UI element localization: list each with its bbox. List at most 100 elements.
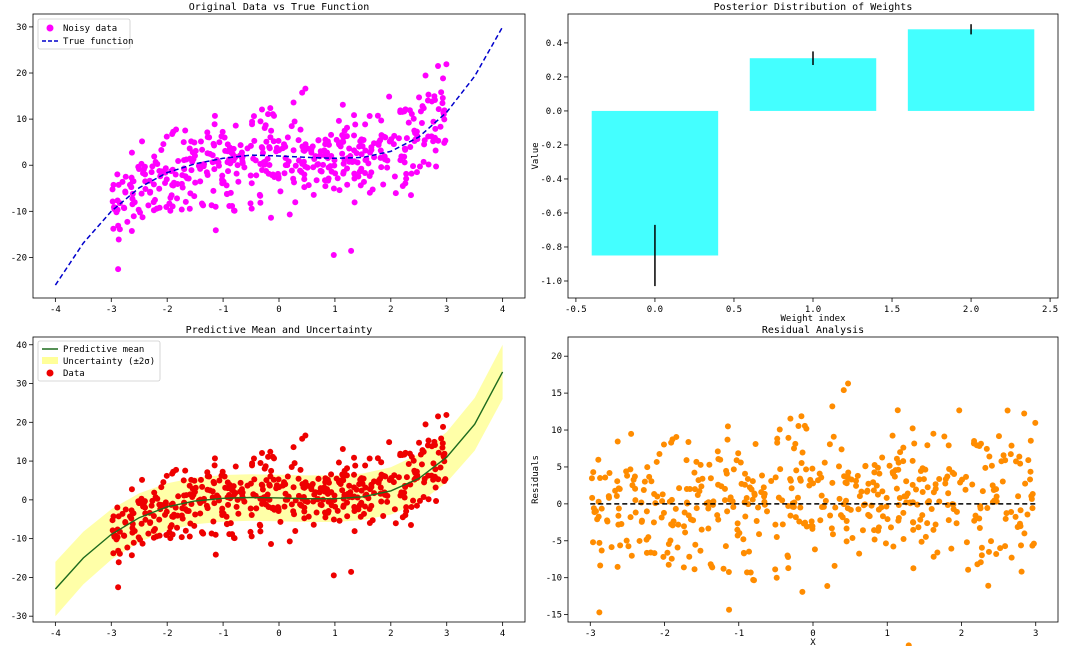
residual-point bbox=[715, 456, 722, 463]
data-point bbox=[281, 141, 288, 148]
data-point bbox=[211, 480, 218, 487]
data-point bbox=[322, 479, 329, 486]
data-point bbox=[151, 489, 158, 496]
x-tick-label: -3 bbox=[106, 305, 117, 315]
data-point bbox=[315, 137, 322, 144]
residual-point bbox=[768, 478, 775, 485]
residual-point bbox=[853, 477, 860, 484]
x-tick-label: 1.5 bbox=[884, 305, 900, 315]
residual-point bbox=[590, 469, 597, 476]
residual-point bbox=[865, 480, 872, 487]
data-point bbox=[284, 162, 291, 169]
residual-point bbox=[615, 505, 622, 512]
data-point bbox=[179, 505, 186, 512]
residual-point bbox=[588, 475, 595, 482]
y-tick-label: 0 bbox=[22, 496, 27, 506]
data-point bbox=[302, 481, 309, 488]
y-tick-label: 40 bbox=[16, 341, 27, 351]
data-point bbox=[267, 448, 274, 455]
residual-point bbox=[720, 565, 727, 572]
data-point bbox=[270, 138, 277, 145]
residual-point bbox=[924, 442, 931, 449]
data-point bbox=[182, 467, 189, 474]
data-point bbox=[301, 171, 308, 178]
residual-point bbox=[875, 524, 882, 531]
data-point bbox=[258, 449, 265, 456]
data-point bbox=[248, 205, 255, 212]
data-point bbox=[403, 175, 410, 182]
residual-point bbox=[695, 477, 702, 484]
data-point bbox=[425, 91, 432, 98]
data-point bbox=[384, 498, 391, 505]
data-point bbox=[169, 470, 176, 477]
residual-point bbox=[1014, 524, 1021, 531]
data-point bbox=[425, 496, 432, 503]
residual-point bbox=[922, 533, 929, 540]
y-tick-label: 10 bbox=[16, 115, 27, 125]
data-point bbox=[381, 491, 388, 498]
data-point bbox=[109, 186, 116, 193]
data-point bbox=[199, 146, 206, 153]
residual-point bbox=[969, 481, 976, 488]
residual-point bbox=[978, 544, 985, 551]
legend-marker-noisy-data bbox=[46, 24, 54, 32]
residual-point bbox=[764, 508, 771, 515]
data-point bbox=[166, 529, 173, 536]
data-point bbox=[251, 137, 258, 144]
y-tick-label: 0 bbox=[557, 500, 562, 510]
data-point bbox=[211, 112, 218, 119]
residual-point bbox=[997, 545, 1004, 552]
data-point bbox=[259, 500, 266, 507]
data-point bbox=[310, 498, 317, 505]
data-point bbox=[337, 480, 344, 487]
residual-point bbox=[1017, 507, 1024, 514]
bar bbox=[907, 29, 1035, 111]
residual-point bbox=[838, 446, 845, 453]
x-tick-label: 1 bbox=[332, 305, 337, 315]
residual-point bbox=[945, 517, 952, 524]
residual-point bbox=[942, 480, 949, 487]
legend-label: Noisy data bbox=[63, 24, 117, 34]
data-point bbox=[203, 169, 210, 176]
residual-point bbox=[773, 574, 780, 581]
data-point bbox=[160, 479, 167, 486]
residual-point bbox=[692, 541, 699, 548]
residual-point bbox=[932, 521, 939, 528]
data-point bbox=[367, 149, 374, 156]
data-point bbox=[358, 151, 365, 158]
data-point bbox=[216, 139, 223, 146]
residual-point bbox=[843, 497, 850, 504]
data-point bbox=[441, 478, 448, 485]
y-tick-label: -10 bbox=[11, 207, 27, 217]
residual-point bbox=[810, 480, 817, 487]
data-point bbox=[320, 161, 327, 168]
x-tick-label: 4 bbox=[500, 629, 505, 639]
data-point bbox=[142, 516, 149, 523]
residual-point bbox=[627, 514, 634, 521]
data-point bbox=[130, 178, 137, 185]
data-point bbox=[239, 158, 246, 165]
data-point bbox=[114, 197, 121, 204]
data-point bbox=[340, 168, 347, 175]
residual-point bbox=[691, 469, 698, 476]
y-tick-label: 5 bbox=[557, 463, 562, 473]
data-point bbox=[130, 213, 137, 220]
data-point bbox=[334, 175, 341, 182]
data-point bbox=[211, 455, 218, 462]
residual-point bbox=[683, 457, 690, 464]
data-point bbox=[150, 199, 157, 206]
residual-point bbox=[694, 492, 701, 499]
data-point bbox=[110, 513, 117, 520]
data-point bbox=[337, 143, 344, 150]
residual-point bbox=[849, 535, 856, 542]
data-point bbox=[301, 504, 308, 511]
data-point bbox=[328, 502, 335, 509]
data-point bbox=[110, 550, 117, 557]
residual-point bbox=[1018, 568, 1025, 575]
data-point bbox=[359, 480, 366, 487]
residual-point bbox=[821, 459, 828, 466]
residual-point bbox=[946, 466, 953, 473]
data-point bbox=[311, 491, 318, 498]
data-point bbox=[277, 518, 284, 525]
data-point bbox=[211, 121, 218, 128]
